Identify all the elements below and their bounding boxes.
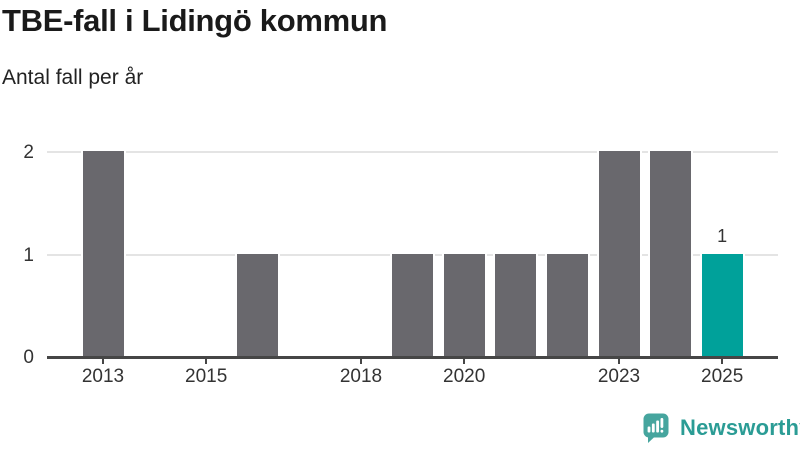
x-axis-label-2015: 2015 <box>185 366 228 387</box>
x-axis-tick-2013 <box>102 358 104 364</box>
x-axis-label-2020: 2020 <box>443 366 486 387</box>
x-axis-tick-2025 <box>721 358 724 364</box>
newsworthy-wordmark: Newsworthy <box>680 415 800 440</box>
bar-2019 <box>392 253 434 356</box>
chart-subtitle: Antal fall per år <box>2 66 144 89</box>
bar-2013 <box>82 151 124 356</box>
bar-2020 <box>443 253 485 356</box>
bar-2022 <box>546 253 588 356</box>
x-axis-line <box>47 356 778 359</box>
newsworthy-logo[interactable]: Newsworthy <box>643 412 800 444</box>
bar-value-label: 1 <box>717 225 728 246</box>
y-axis-label-1: 1 <box>23 244 34 266</box>
bar-2016 <box>237 253 279 356</box>
x-axis-label-2025: 2025 <box>701 366 744 387</box>
bar-2021 <box>495 253 537 356</box>
bar-2023 <box>598 151 640 356</box>
x-axis-tick-2018 <box>360 358 362 364</box>
bar-2025 <box>701 253 743 356</box>
x-axis-label-2013: 2013 <box>81 366 125 387</box>
x-axis-tick-2015 <box>205 358 208 364</box>
gridline-y2 <box>47 151 778 153</box>
x-axis-tick-2023 <box>618 358 620 364</box>
x-axis-tick-2020 <box>463 358 466 364</box>
x-axis-label-2018: 2018 <box>339 366 383 387</box>
chart-title: TBE-fall i Lidingö kommun <box>2 3 388 38</box>
x-axis-label-2023: 2023 <box>597 366 641 387</box>
newsworthy-bars-speech-bubble-icon <box>643 413 669 443</box>
y-axis-label-2: 2 <box>23 142 34 163</box>
bar-2024 <box>650 151 692 356</box>
y-axis-label-0: 0 <box>23 347 34 368</box>
